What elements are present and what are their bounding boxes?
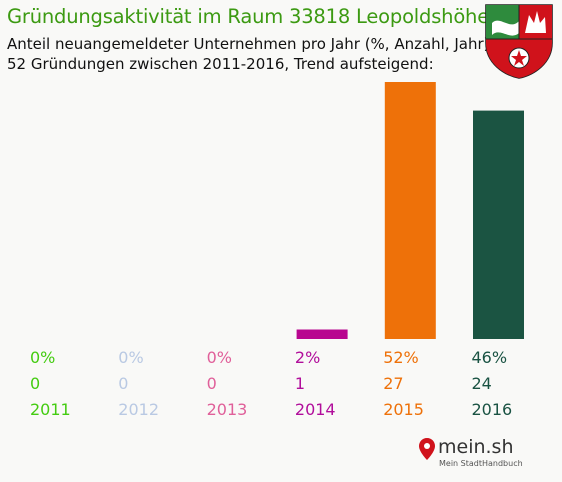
count-label-2014: 1 bbox=[294, 374, 306, 393]
percent-label-2013: 0% bbox=[206, 348, 232, 367]
year-label-2011: 2011 bbox=[30, 400, 71, 419]
percent-label-2011: 0% bbox=[30, 348, 56, 367]
logo-tagline: Mein StadtHandbuch bbox=[439, 459, 523, 468]
year-label-2015: 2015 bbox=[383, 400, 424, 419]
chart-title: Gründungsaktivität im Raum 33818 Leopold… bbox=[7, 5, 490, 28]
bar-2015 bbox=[384, 82, 436, 339]
chart-subtitle-line-2: 52 Gründungen zwischen 2011-2016, Trend … bbox=[7, 55, 434, 73]
year-label-2012: 2012 bbox=[118, 400, 160, 419]
nrw-coat-of-arms-icon bbox=[485, 4, 553, 79]
percent-label-2015: 52% bbox=[383, 348, 419, 367]
bar-2016 bbox=[473, 110, 524, 339]
year-label-2014: 2014 bbox=[294, 400, 336, 419]
count-label-2013: 0 bbox=[206, 374, 217, 393]
map-pin-icon bbox=[419, 438, 435, 460]
percent-label-2014: 2% bbox=[294, 348, 321, 367]
percent-label-2012: 0% bbox=[118, 348, 144, 367]
year-label-2013: 2013 bbox=[206, 400, 248, 419]
year-label-2016: 2016 bbox=[471, 400, 513, 419]
count-label-2012: 0 bbox=[118, 374, 129, 393]
count-label-2015: 27 bbox=[383, 374, 404, 393]
count-label-2011: 0 bbox=[30, 374, 41, 393]
chart-subtitle-line-1: Anteil neuangemeldeter Unternehmen pro J… bbox=[7, 35, 490, 53]
percent-label-2016: 46% bbox=[471, 348, 508, 367]
logo-name: mein.sh bbox=[438, 436, 514, 458]
count-label-2016: 24 bbox=[471, 374, 492, 393]
bar-2014 bbox=[296, 329, 348, 339]
